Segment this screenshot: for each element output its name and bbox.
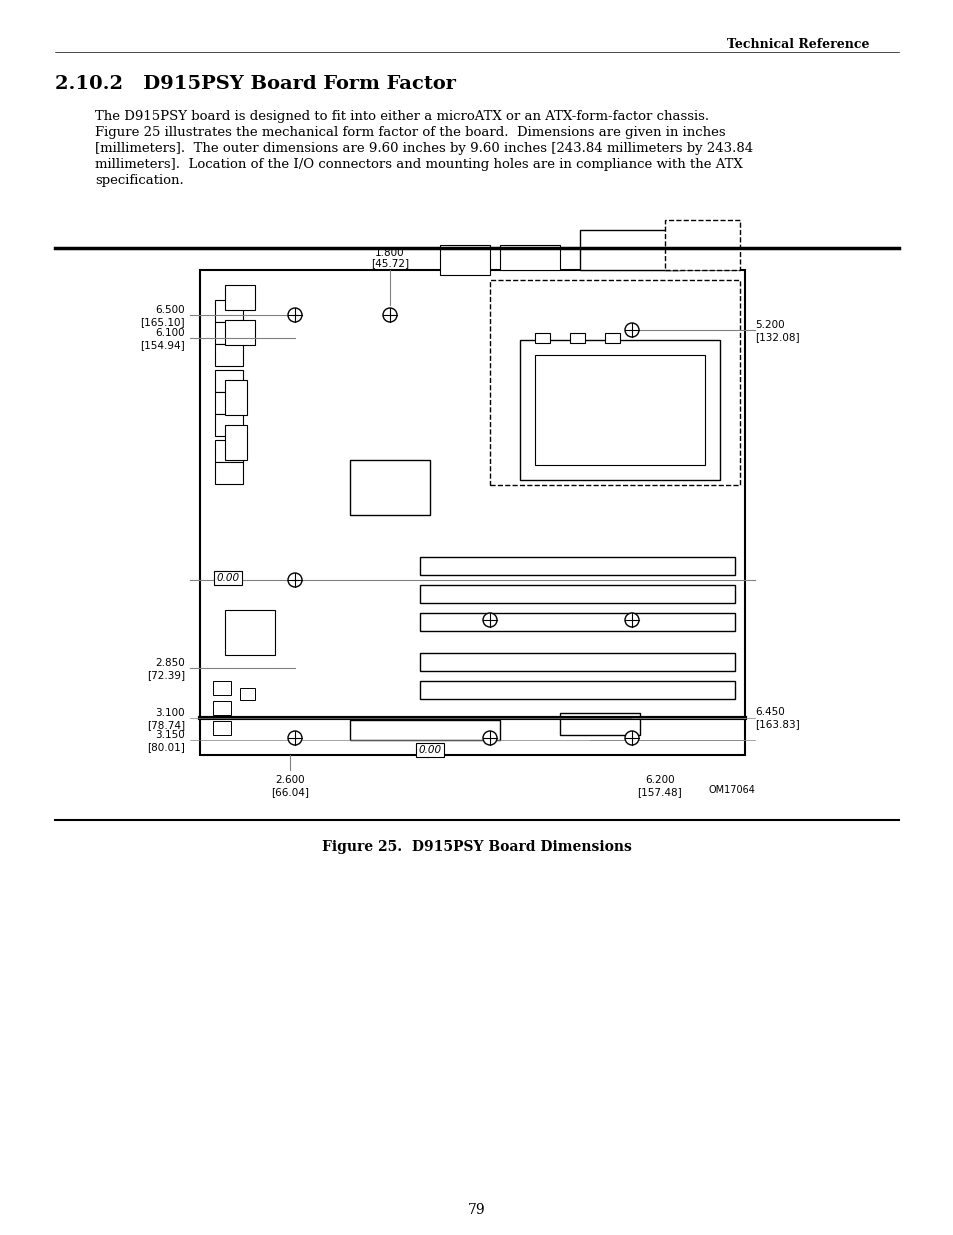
Text: millimeters].  Location of the I/O connectors and mounting holes are in complian: millimeters]. Location of the I/O connec… (95, 158, 742, 170)
Circle shape (288, 731, 302, 745)
Bar (419, 653, 734, 671)
Circle shape (624, 731, 639, 745)
Circle shape (482, 613, 497, 627)
Bar (225, 425, 247, 459)
Bar (350, 720, 499, 740)
Bar (419, 557, 734, 576)
Circle shape (624, 324, 639, 337)
Bar (214, 391, 243, 414)
Text: 2.600: 2.600 (274, 776, 305, 785)
Bar (213, 721, 231, 735)
Text: Figure 25.  D915PSY Board Dimensions: Figure 25. D915PSY Board Dimensions (322, 840, 631, 853)
Text: 6.500: 6.500 (155, 305, 185, 315)
Bar (499, 245, 559, 270)
Text: 6.450: 6.450 (754, 706, 784, 718)
Circle shape (482, 731, 497, 745)
Text: 79: 79 (468, 1203, 485, 1216)
Bar (559, 713, 639, 735)
Text: 2.10.2   D915PSY Board Form Factor: 2.10.2 D915PSY Board Form Factor (55, 75, 456, 93)
Bar (350, 459, 430, 515)
Text: 6.200: 6.200 (644, 776, 674, 785)
Text: 3.150: 3.150 (155, 730, 185, 740)
Text: [132.08]: [132.08] (754, 332, 799, 342)
Bar (225, 380, 247, 415)
Text: OM17064: OM17064 (707, 785, 754, 795)
Circle shape (624, 613, 639, 627)
Bar (419, 613, 734, 631)
Text: 3.100: 3.100 (155, 708, 185, 718)
Bar (519, 340, 720, 480)
Bar (213, 701, 231, 715)
Text: 6.100: 6.100 (155, 329, 185, 338)
Bar (419, 680, 734, 699)
Text: 0.00: 0.00 (418, 745, 441, 755)
Text: Technical Reference: Technical Reference (727, 38, 869, 51)
Text: The D915PSY board is designed to fit into either a microATX or an ATX-form-facto: The D915PSY board is designed to fit int… (95, 110, 708, 124)
Bar (535, 354, 704, 466)
Text: [163.83]: [163.83] (754, 719, 799, 729)
Bar (214, 345, 243, 366)
Circle shape (355, 466, 405, 515)
Bar (214, 300, 243, 322)
Bar (604, 333, 619, 343)
Bar (213, 680, 231, 695)
Bar (225, 320, 254, 345)
Text: [millimeters].  The outer dimensions are 9.60 inches by 9.60 inches [243.84 mill: [millimeters]. The outer dimensions are … (95, 142, 752, 156)
Text: [45.72]: [45.72] (371, 258, 409, 268)
Bar (569, 333, 584, 343)
Bar (439, 245, 490, 275)
Bar (214, 440, 243, 462)
Bar (240, 688, 254, 700)
Bar (664, 220, 740, 270)
Text: [66.04]: [66.04] (271, 787, 309, 797)
Text: [72.39]: [72.39] (147, 671, 185, 680)
Text: 2.850: 2.850 (155, 658, 185, 668)
Text: 1.800: 1.800 (375, 248, 404, 258)
Text: [80.01]: [80.01] (147, 742, 185, 752)
Text: [157.48]: [157.48] (637, 787, 681, 797)
Bar (490, 280, 740, 485)
Text: [165.10]: [165.10] (140, 317, 185, 327)
Bar (214, 414, 243, 436)
Text: [78.74]: [78.74] (147, 720, 185, 730)
Bar (419, 585, 734, 603)
Circle shape (382, 308, 396, 322)
Bar (200, 270, 744, 755)
Bar (535, 333, 550, 343)
Bar (225, 610, 274, 655)
Text: 0.00: 0.00 (216, 573, 239, 583)
Text: [154.94]: [154.94] (140, 340, 185, 350)
Bar (214, 370, 243, 391)
Bar (225, 285, 254, 310)
Text: specification.: specification. (95, 174, 184, 186)
Text: 5.200: 5.200 (754, 320, 783, 330)
Bar (214, 322, 243, 345)
Circle shape (288, 573, 302, 587)
Bar (579, 230, 679, 270)
Text: Figure 25 illustrates the mechanical form factor of the board.  Dimensions are g: Figure 25 illustrates the mechanical for… (95, 126, 725, 140)
Circle shape (288, 308, 302, 322)
Bar (214, 462, 243, 484)
